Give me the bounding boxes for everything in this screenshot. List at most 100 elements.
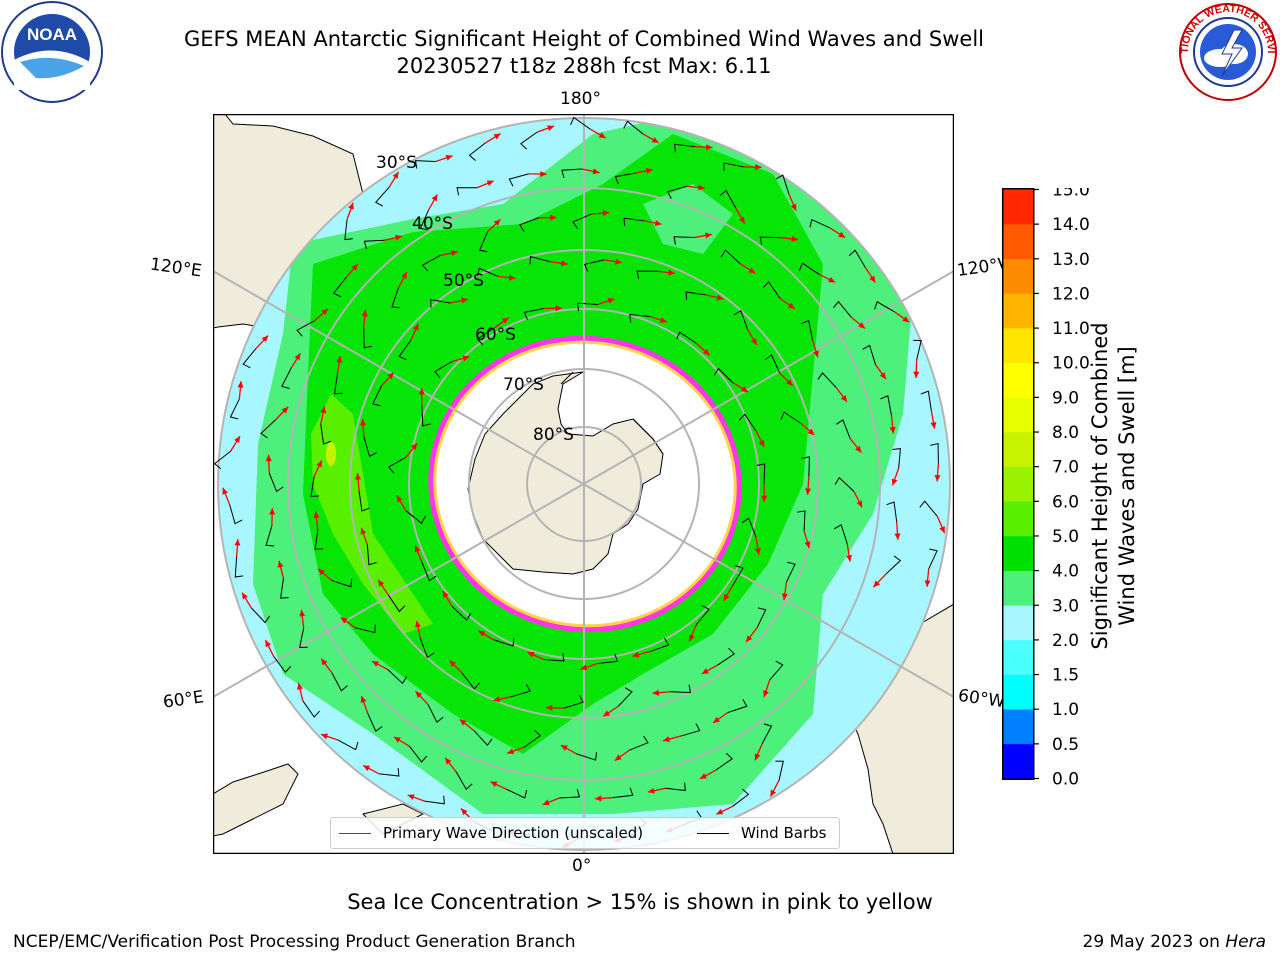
wind-barb <box>801 319 813 341</box>
wave-arrowhead <box>838 231 846 238</box>
wave-arrowhead <box>363 765 371 772</box>
wind-barb <box>759 236 781 246</box>
wind-barb <box>332 277 347 298</box>
colorbar-tick-label: 0.0 <box>1052 770 1079 789</box>
wave-arrowhead <box>234 539 241 546</box>
wave-arrowhead <box>813 350 819 358</box>
wind-barb <box>623 217 644 227</box>
wave-arrowhead <box>501 317 509 324</box>
wind-barb <box>817 372 837 388</box>
colorbar-tick-label: 0.5 <box>1052 735 1079 755</box>
wave-arrowhead <box>395 234 402 241</box>
colorbar-block <box>1003 293 1033 329</box>
wind-barb <box>419 209 429 231</box>
wave-arrowhead <box>316 460 322 468</box>
wave-arrowhead <box>705 144 713 151</box>
wind-barb <box>617 687 633 707</box>
wave-arrowhead <box>449 660 457 667</box>
wind-barb <box>405 510 426 525</box>
wave-arrowhead <box>750 338 757 346</box>
wave-arrowhead <box>846 554 853 562</box>
wave-direction-arrows <box>222 125 946 849</box>
wind-barb <box>801 456 810 477</box>
wind-barb <box>424 795 445 805</box>
wind-barb <box>398 339 412 361</box>
wind-barb <box>331 578 353 588</box>
wind-barb <box>265 525 275 547</box>
wind-barb <box>576 302 598 312</box>
wind-barb <box>762 281 781 299</box>
wind-barb <box>430 299 451 308</box>
wave-arrowhead <box>934 474 941 482</box>
wave-arrowhead <box>902 316 910 323</box>
wave-arrowhead <box>924 580 931 587</box>
wave-arrowhead <box>607 297 615 304</box>
wave-arrowhead <box>265 454 272 462</box>
colorbar-block <box>1003 224 1033 260</box>
wave-arrowhead <box>716 294 724 301</box>
wave-arrowhead <box>460 808 468 816</box>
wave-arrowhead <box>415 620 421 628</box>
wind-barb <box>756 463 766 485</box>
colorbar-tick-label: 9.0 <box>1052 388 1079 408</box>
wind-barb <box>229 398 240 420</box>
wave-arrowhead <box>659 317 667 323</box>
wave-arrowhead <box>560 260 568 267</box>
wind-barb <box>468 142 486 161</box>
colorbar-tick-label: 6.0 <box>1052 492 1079 512</box>
wave-arrowhead <box>507 748 515 755</box>
wave-arrowhead <box>651 137 659 143</box>
wave-arrowhead <box>645 167 653 174</box>
wind-barb <box>612 787 634 799</box>
colorbar-block <box>1003 189 1033 225</box>
legend-label-wind: Wind Barbs <box>741 824 827 842</box>
ocean-band-3to4m-inner <box>643 184 733 254</box>
colorbar-tick-label: 10.0 <box>1052 354 1090 374</box>
wave-arrowhead <box>592 168 600 175</box>
wind-barb <box>421 255 441 272</box>
wind-barb <box>797 510 806 531</box>
wave-arrowhead <box>414 545 421 553</box>
wave-arrowhead <box>689 634 695 642</box>
wave-arrowhead <box>580 664 588 671</box>
graticule <box>213 114 954 854</box>
wave-arrowhead <box>360 419 367 426</box>
wave-arrowhead <box>654 220 662 226</box>
wind-barb <box>764 354 781 374</box>
wave-arrowhead <box>407 794 415 800</box>
colorbar-title-line2: Wind Waves and Swell [m] <box>1115 346 1139 626</box>
wind-barb <box>886 501 898 522</box>
wave-arrowhead <box>763 690 769 698</box>
colorbar-block <box>1003 258 1033 294</box>
wave-arrowhead <box>277 560 284 568</box>
wind-barb <box>732 565 744 586</box>
colorbar-block <box>1003 709 1033 745</box>
ross-ice-shelf-outline <box>560 371 664 455</box>
chart-subtitle: 20230527 t18z 288h fcst Max: 6.11 <box>396 54 772 78</box>
wind-barb <box>761 723 773 745</box>
wind-barb <box>685 291 706 300</box>
wave-arrowhead <box>412 323 419 331</box>
wave-arrowhead <box>222 487 229 495</box>
footer-credit: NCEP/EMC/Verification Post Processing Pr… <box>13 932 576 952</box>
wave-arrowhead <box>361 310 368 317</box>
wind-barb <box>260 419 276 439</box>
colorbar-frame <box>1002 188 1035 780</box>
wave-arrowhead <box>738 216 745 224</box>
wave-arrowhead <box>770 789 777 797</box>
wind-barb <box>629 735 649 751</box>
wave-arrowhead <box>594 795 602 802</box>
wave-arrowhead <box>807 428 815 435</box>
wind-barb <box>676 331 697 344</box>
colorbar-tick-label: 5.0 <box>1052 527 1079 547</box>
wave-arrowhead <box>378 579 385 587</box>
wave-arrowhead <box>486 180 494 187</box>
wind-barb <box>213 450 231 470</box>
lon-label-120e: 120°E <box>148 254 203 282</box>
wind-barb <box>506 788 528 799</box>
wind-barb <box>387 594 406 613</box>
wave-arrowhead <box>632 651 640 658</box>
legend-swatch-wave <box>339 833 371 834</box>
colorbar-block <box>1003 362 1033 398</box>
wind-barb <box>296 320 315 337</box>
